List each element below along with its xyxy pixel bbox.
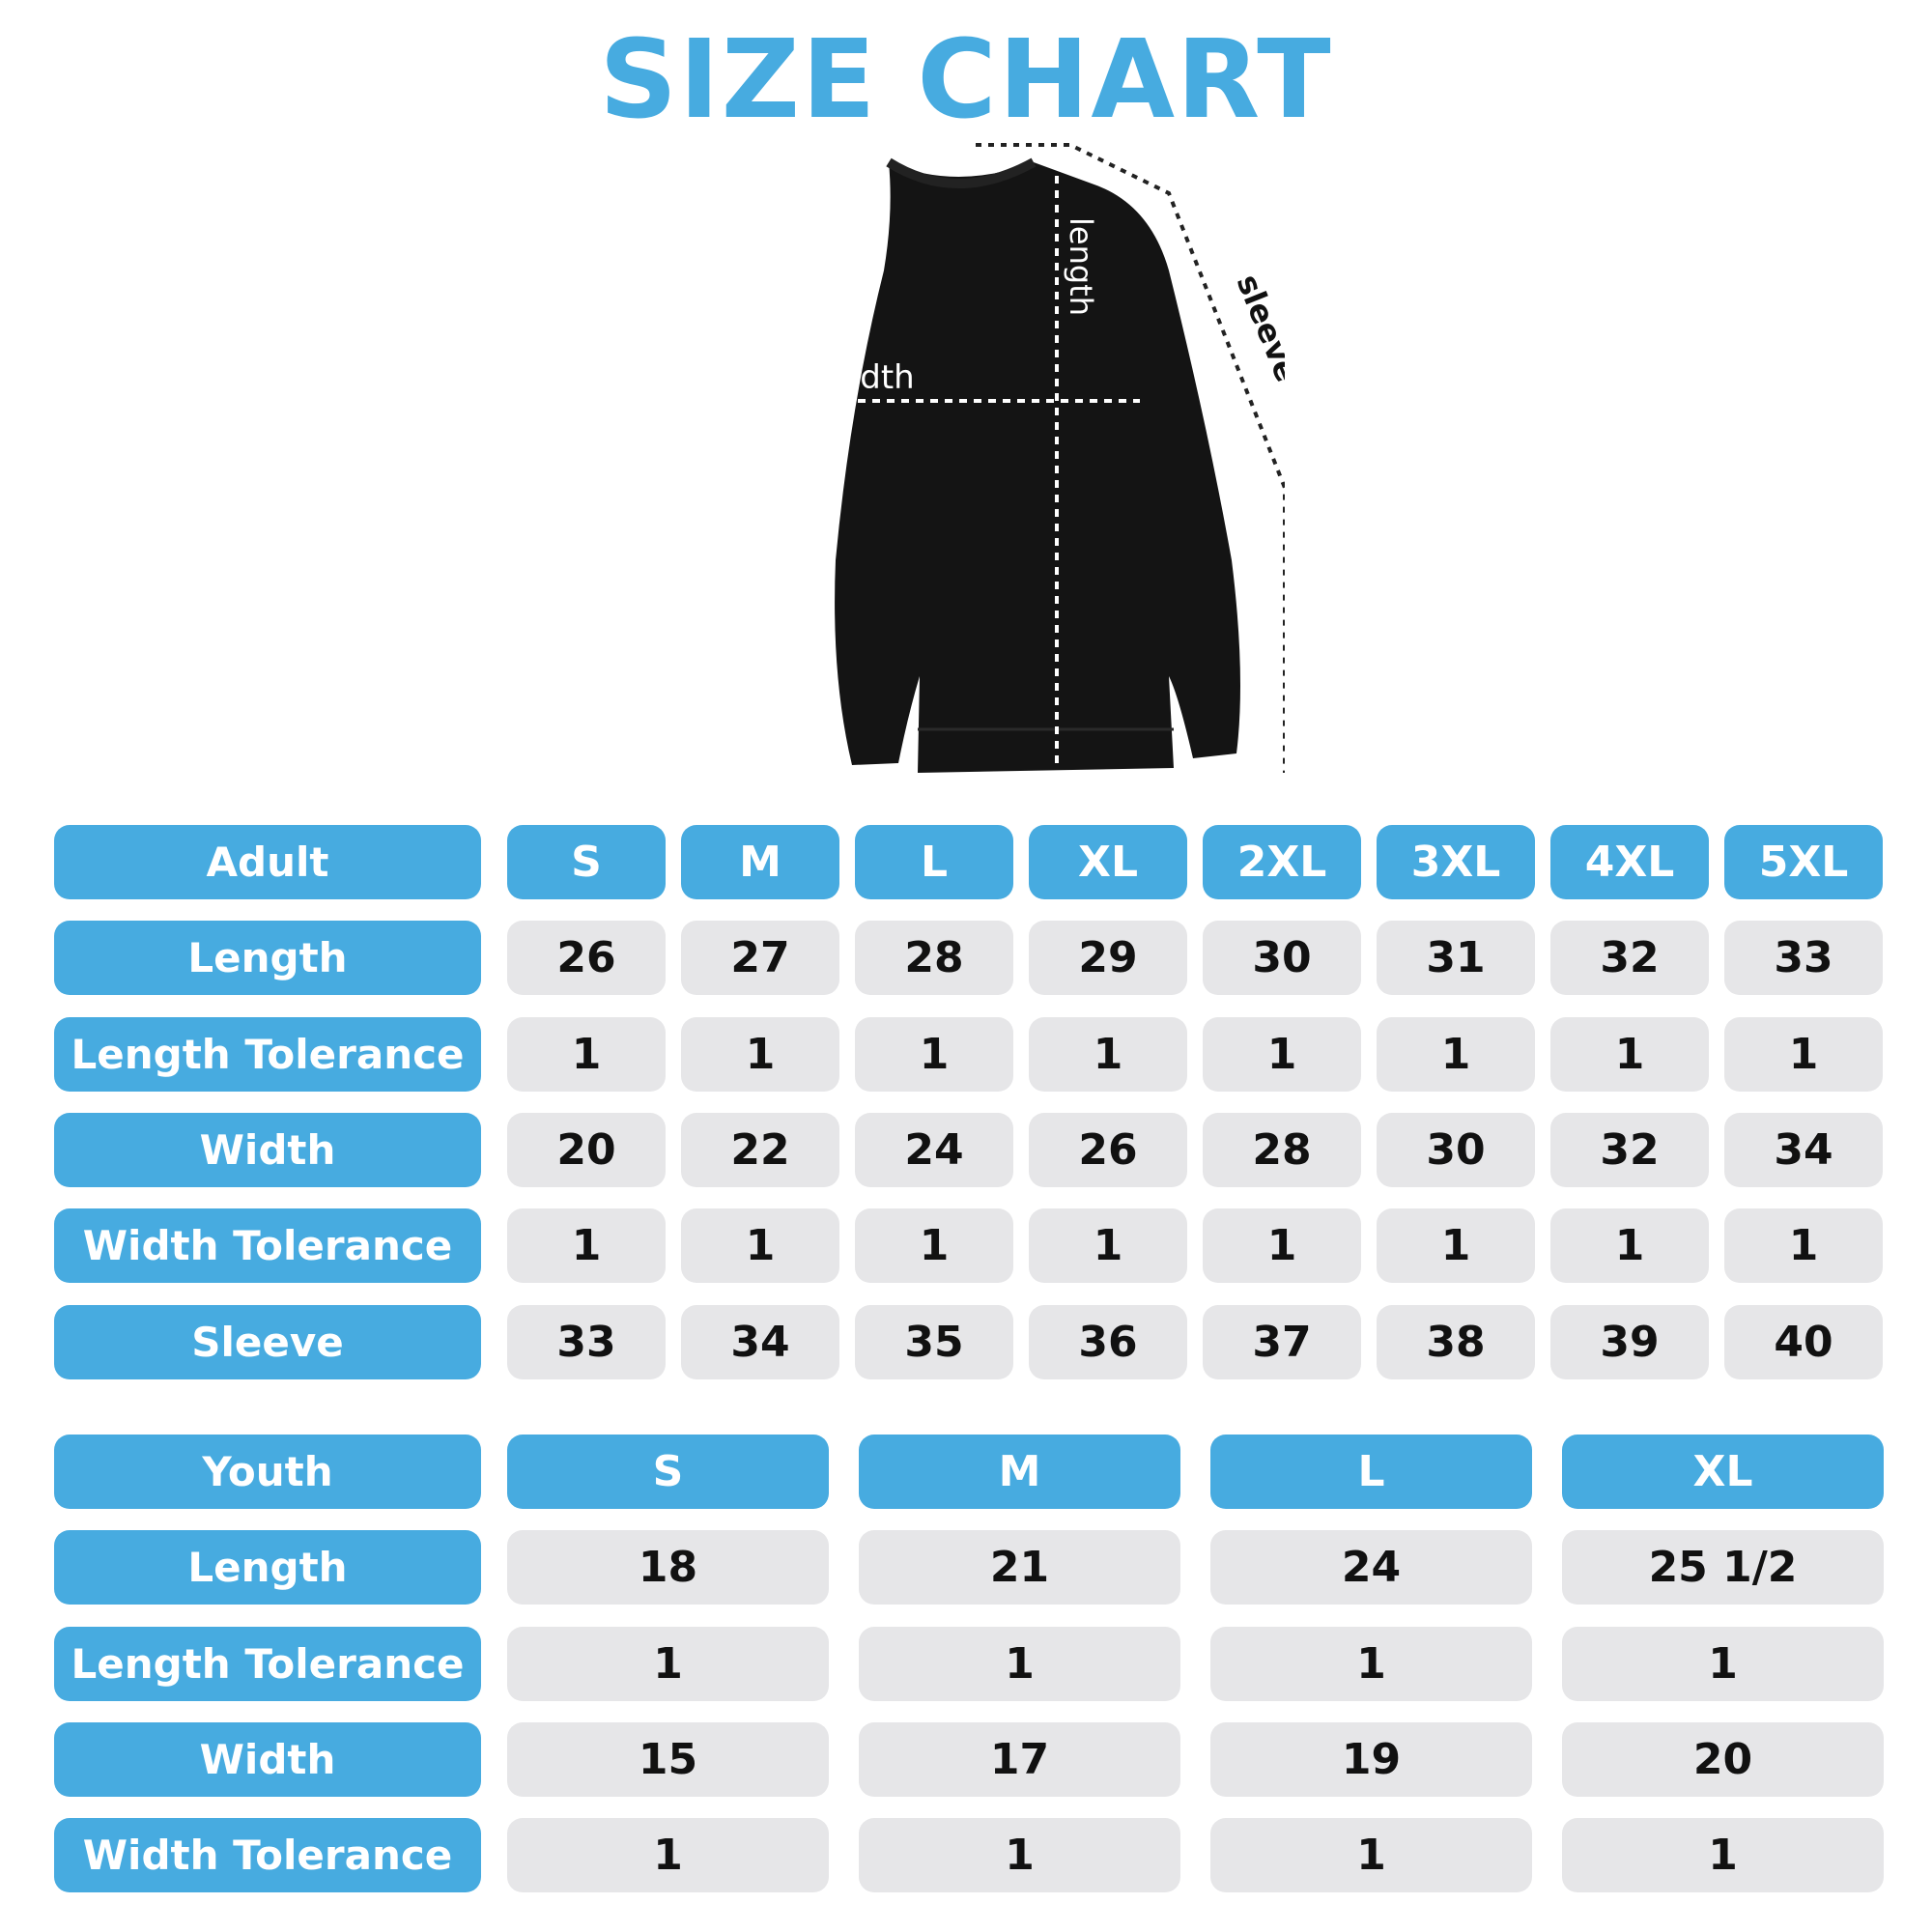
value-cell: 30 [1377,1112,1535,1187]
size-header-xl: XL [1562,1435,1884,1509]
size-header-s: S [507,1435,829,1509]
value-cell: 1 [1550,1016,1709,1092]
row-label: Width Tolerance [54,1208,481,1284]
row-label: Width [54,1112,481,1187]
value-cell: 1 [1377,1016,1535,1092]
sweatshirt-diagram: width length sleeve [800,143,1285,773]
value-cell: 1 [855,1208,1013,1284]
value-cell: 26 [1029,1112,1187,1187]
value-cell: 38 [1377,1304,1535,1379]
value-cell: 1 [1724,1016,1883,1092]
collar [886,157,1037,188]
value-cell: 21 [859,1530,1180,1605]
length-label: length [1063,217,1099,316]
size-header-3xl: 3XL [1377,825,1535,899]
value-cell: 37 [1203,1304,1361,1379]
row-label: Width Tolerance [54,1818,481,1893]
size-header-m: M [859,1435,1180,1509]
value-cell: 27 [681,921,839,996]
sweatshirt-body [835,162,1240,773]
size-header-2xl: 2XL [1203,825,1361,899]
row-label: Length Tolerance [54,1016,481,1092]
value-cell: 22 [681,1112,839,1187]
value-cell: 25 1/2 [1562,1530,1884,1605]
value-cell: 1 [859,1626,1180,1701]
value-cell: 24 [855,1112,1013,1187]
row-label: Width [54,1721,481,1797]
size-header-xl: XL [1029,825,1187,899]
page-title: SIZE CHART [599,17,1333,143]
value-cell: 40 [1724,1304,1883,1379]
width-label: width [824,358,915,397]
value-cell: 1 [1210,1818,1532,1893]
value-cell: 29 [1029,921,1187,996]
value-cell: 1 [855,1016,1013,1092]
value-cell: 28 [1203,1112,1361,1187]
value-cell: 1 [1550,1208,1709,1284]
value-cell: 1 [507,1208,666,1284]
row-label: Sleeve [54,1304,481,1379]
value-cell: 17 [859,1721,1180,1797]
size-header-s: S [507,825,666,899]
value-cell: 1 [681,1016,839,1092]
value-cell: 1 [1377,1208,1535,1284]
value-cell: 33 [1724,921,1883,996]
value-cell: 39 [1550,1304,1709,1379]
adult-header-label: Adult [54,825,481,899]
value-cell: 19 [1210,1721,1532,1797]
value-cell: 20 [1562,1721,1884,1797]
youth-header-label: Youth [54,1435,481,1509]
value-cell: 1 [1724,1208,1883,1284]
size-header-4xl: 4XL [1550,825,1709,899]
size-header-l: L [1210,1435,1532,1509]
value-cell: 1 [1029,1208,1187,1284]
value-cell: 1 [681,1208,839,1284]
value-cell: 34 [1724,1112,1883,1187]
row-label: Length Tolerance [54,1626,481,1701]
value-cell: 34 [681,1304,839,1379]
value-cell: 26 [507,921,666,996]
value-cell: 24 [1210,1530,1532,1605]
value-cell: 1 [507,1016,666,1092]
value-cell: 32 [1550,1112,1709,1187]
value-cell: 33 [507,1304,666,1379]
value-cell: 15 [507,1721,829,1797]
value-cell: 1 [859,1818,1180,1893]
row-label: Length [54,921,481,996]
value-cell: 1 [1203,1208,1361,1284]
value-cell: 35 [855,1304,1013,1379]
value-cell: 1 [1562,1626,1884,1701]
value-cell: 1 [1203,1016,1361,1092]
value-cell: 20 [507,1112,666,1187]
value-cell: 28 [855,921,1013,996]
value-cell: 32 [1550,921,1709,996]
value-cell: 30 [1203,921,1361,996]
value-cell: 1 [1210,1626,1532,1701]
value-cell: 31 [1377,921,1535,996]
value-cell: 1 [1029,1016,1187,1092]
value-cell: 1 [507,1818,829,1893]
sleeve-guide [976,143,1285,773]
size-header-m: M [681,825,839,899]
row-label: Length [54,1530,481,1605]
value-cell: 18 [507,1530,829,1605]
value-cell: 1 [1562,1818,1884,1893]
size-header-l: L [855,825,1013,899]
size-header-5xl: 5XL [1724,825,1883,899]
value-cell: 36 [1029,1304,1187,1379]
value-cell: 1 [507,1626,829,1701]
